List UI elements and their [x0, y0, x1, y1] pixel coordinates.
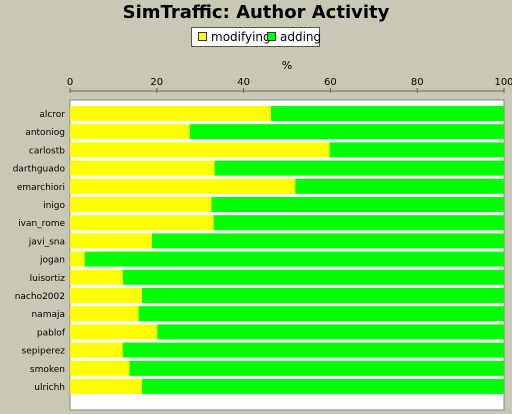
bar-adding-ivan_rome: [213, 215, 505, 231]
bar-adding-darthguado: [214, 160, 504, 176]
category-label-carlostb: carlostb: [29, 146, 65, 156]
bar-modifying-jogan: [70, 251, 85, 267]
bar-adding-javi_sna: [152, 233, 504, 249]
x-tick-label: 100: [494, 77, 512, 88]
category-label-namaja: namaja: [31, 310, 65, 320]
category-label-darthguado: darthguado: [13, 165, 66, 175]
bar-adding-jogan: [84, 251, 505, 267]
category-label-ulrichh: ulrichh: [34, 383, 65, 393]
category-label-luisortiz: luisortiz: [30, 274, 66, 284]
bar-adding-namaja: [138, 306, 504, 322]
x-tick-label: 60: [324, 77, 337, 88]
bar-adding-inigo: [211, 197, 504, 212]
category-label-emarchiori: emarchiori: [17, 183, 65, 193]
category-label-javi_sna: javi_sna: [28, 237, 65, 247]
legend: modifying adding: [191, 27, 322, 47]
category-label-sepiperez: sepiperez: [22, 347, 66, 357]
category-label-alcror: alcror: [39, 110, 65, 120]
bar-adding-ulrichh: [142, 379, 504, 394]
category-label-jogan: jogan: [39, 256, 65, 266]
bar-adding-carlostb: [329, 142, 504, 158]
bar-modifying-emarchiori: [70, 178, 296, 194]
bars: [70, 106, 505, 394]
bar-modifying-alcror: [70, 106, 271, 121]
category-label-inigo: inigo: [43, 201, 65, 211]
bar-modifying-ivan_rome: [70, 215, 214, 231]
bar-adding-smoken: [129, 360, 504, 376]
x-tick-label: 40: [237, 77, 250, 88]
bar-modifying-ulrichh: [70, 379, 143, 394]
category-label-antoniog: antoniog: [25, 128, 65, 138]
category-label-smoken: smoken: [30, 365, 65, 375]
bar-adding-emarchiori: [295, 178, 504, 194]
x-tick-label: 0: [67, 77, 73, 88]
bar-modifying-smoken: [70, 360, 130, 376]
bar-modifying-javi_sna: [70, 233, 153, 249]
category-label-nacho2002: nacho2002: [15, 292, 65, 302]
x-axis-label: %: [282, 59, 292, 72]
legend-swatch-modifying: [198, 32, 207, 41]
bar-modifying-antoniog: [70, 124, 190, 140]
chart-title: SimTraffic: Author Activity: [122, 2, 390, 23]
bar-modifying-nacho2002: [70, 288, 143, 303]
bar-modifying-pablof: [70, 324, 158, 340]
bar-modifying-sepiperez: [70, 342, 123, 358]
category-labels: alcror antoniog carlostb darthguado emarchio…: [13, 110, 66, 393]
legend-label-adding: adding: [280, 30, 322, 44]
x-axis: 0 20 40 60 80 100: [67, 77, 512, 93]
bar-adding-pablof: [157, 324, 504, 340]
bar-adding-alcror: [270, 106, 504, 121]
x-tick-label: 20: [150, 77, 163, 88]
x-tick-label: 80: [411, 77, 424, 88]
bar-adding-sepiperez: [122, 342, 504, 358]
bar-modifying-namaja: [70, 306, 139, 322]
bar-adding-nacho2002: [142, 288, 504, 303]
bar-modifying-luisortiz: [70, 269, 123, 285]
legend-label-modifying: modifying: [211, 30, 271, 44]
bar-modifying-darthguado: [70, 160, 215, 176]
category-label-pablof: pablof: [37, 328, 66, 338]
category-label-ivan_rome: ivan_rome: [18, 219, 65, 229]
bar-modifying-carlostb: [70, 142, 330, 158]
legend-swatch-adding: [267, 32, 276, 41]
bar-adding-antoniog: [189, 124, 504, 140]
bar-modifying-inigo: [70, 197, 212, 212]
bar-adding-luisortiz: [122, 269, 504, 285]
